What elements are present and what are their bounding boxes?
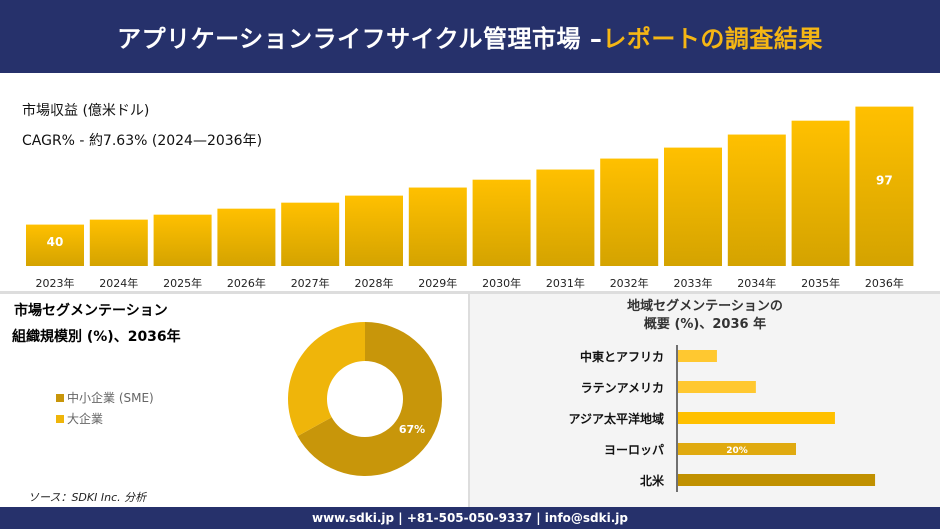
legend-label: 中小企業 (SME) bbox=[67, 391, 154, 405]
cagr-label: CAGR% - 約7.63% (2024—2036年) bbox=[22, 133, 263, 149]
revenue-bar bbox=[855, 106, 914, 266]
legend-large: 大企業 bbox=[56, 410, 103, 427]
donut-slice bbox=[288, 322, 365, 437]
revenue-bar bbox=[345, 195, 403, 266]
donut-data-label: 67% bbox=[399, 423, 425, 436]
revenue-bar bbox=[791, 120, 850, 266]
region-bar bbox=[678, 381, 756, 393]
title-highlight: レポートの調査結果 bbox=[602, 25, 823, 53]
revenue-bar bbox=[664, 147, 722, 266]
divider bbox=[0, 291, 940, 294]
revenue-bar bbox=[408, 187, 467, 266]
region-label: 北米 bbox=[640, 473, 665, 488]
x-tick-label: 2027年 bbox=[291, 276, 330, 290]
x-tick-label: 2032年 bbox=[610, 276, 649, 290]
legend-swatch bbox=[56, 393, 64, 402]
region-title-line1: 地域セグメンテーションの bbox=[627, 299, 783, 314]
donut-slice bbox=[297, 322, 442, 476]
title-main: アプリケーションライフサイクル管理市場 – bbox=[117, 25, 603, 53]
legend-label: 大企業 bbox=[67, 412, 104, 426]
x-tick-label: 2028年 bbox=[355, 276, 394, 290]
header-banner: アプリケーションライフサイクル管理市場 – レポートの調査結果 bbox=[0, 0, 940, 73]
revenue-bar bbox=[89, 219, 148, 266]
revenue-bar bbox=[26, 224, 84, 266]
revenue-bar bbox=[281, 202, 340, 266]
revenue-bar bbox=[472, 179, 531, 266]
segment-subtitle: 組織規模別 (%)、2036年 bbox=[12, 329, 181, 345]
region-bar bbox=[678, 412, 835, 424]
revenue-bar bbox=[153, 214, 212, 266]
x-tick-label: 2035年 bbox=[801, 276, 840, 290]
region-bar bbox=[678, 443, 796, 455]
panel-separator bbox=[468, 294, 470, 509]
bar-data-label: 40 bbox=[47, 235, 64, 249]
revenue-bar bbox=[727, 134, 786, 266]
legend-sme: 中小企業 (SME) bbox=[56, 389, 154, 406]
region-panel bbox=[470, 294, 940, 509]
revenue-bar bbox=[217, 208, 276, 266]
region-bar bbox=[678, 350, 717, 362]
region-label: アジア太平洋地域 bbox=[568, 411, 664, 426]
region-data-label: 20% bbox=[726, 446, 748, 456]
legend-swatch bbox=[56, 414, 64, 423]
x-tick-label: 2031年 bbox=[546, 276, 585, 290]
x-tick-label: 2036年 bbox=[865, 276, 904, 290]
x-tick-label: 2025年 bbox=[163, 276, 202, 290]
region-bar bbox=[678, 474, 876, 486]
revenue-bar-chart: 2023年 40 2024年 2025年 2026年 2027年 2028年 2029年 203… bbox=[26, 106, 914, 290]
revenue-bar bbox=[536, 169, 595, 266]
region-title-line2: 概要 (%)、2036 年 bbox=[643, 317, 767, 332]
region-label: ラテンアメリカ bbox=[581, 381, 664, 395]
x-tick-label: 2034年 bbox=[737, 276, 776, 290]
region-title: 地域セグメンテーションの 概要 (%)、2036 年 bbox=[470, 298, 940, 334]
x-tick-label: 2026年 bbox=[227, 276, 266, 290]
footer-contact: www.sdki.jp | +81-505-050-9337 | info@sd… bbox=[0, 507, 940, 529]
source-note: ソース：SDKI Inc. 分析 bbox=[28, 491, 147, 504]
region-label: ヨーロッパ bbox=[604, 443, 664, 457]
segment-title: 市場セグメンテーション bbox=[14, 303, 168, 319]
org-size-donut-chart: 67% bbox=[288, 322, 442, 476]
x-tick-label: 2024年 bbox=[99, 276, 138, 290]
x-tick-label: 2029年 bbox=[418, 276, 457, 290]
region-label: 中東とアフリカ bbox=[580, 349, 664, 364]
revenue-label: 市場収益 (億米ドル) bbox=[22, 103, 150, 119]
revenue-bar bbox=[600, 158, 659, 266]
x-tick-label: 2030年 bbox=[482, 276, 521, 290]
x-tick-label: 2033年 bbox=[674, 276, 713, 290]
bar-data-label: 97 bbox=[876, 174, 893, 188]
x-tick-label: 2023年 bbox=[36, 276, 75, 290]
